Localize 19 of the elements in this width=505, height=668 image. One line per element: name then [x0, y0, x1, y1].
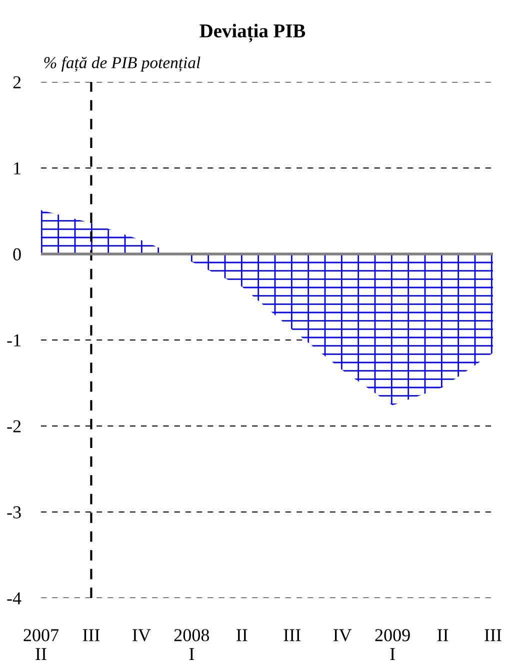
- y-tick-label: 2: [13, 76, 21, 88]
- y-tick-label: -1: [7, 334, 20, 346]
- x-tick-label: 2009 I: [375, 629, 410, 660]
- y-tick-label: -2: [7, 420, 21, 432]
- y-axis-title: % față de PIB potențial: [44, 56, 200, 72]
- x-tick-label: III: [284, 629, 300, 642]
- chart-title: Deviația PIB: [200, 24, 306, 42]
- x-tick-label: IV: [333, 629, 352, 642]
- x-tick-label: IV: [132, 629, 151, 642]
- x-tick-label: III: [484, 629, 502, 642]
- y-tick-label: -3: [7, 506, 21, 518]
- x-tick-label: II: [437, 629, 448, 642]
- x-tick-label: III: [82, 629, 100, 642]
- y-tick-label: -4: [7, 592, 22, 604]
- y-tick-label: 1: [14, 162, 20, 174]
- x-tick-label: II: [236, 629, 248, 642]
- x-tick-label: 2008 I: [174, 629, 210, 660]
- x-tick-label: 2007 II: [24, 629, 59, 660]
- y-tick-label: 0: [13, 248, 21, 260]
